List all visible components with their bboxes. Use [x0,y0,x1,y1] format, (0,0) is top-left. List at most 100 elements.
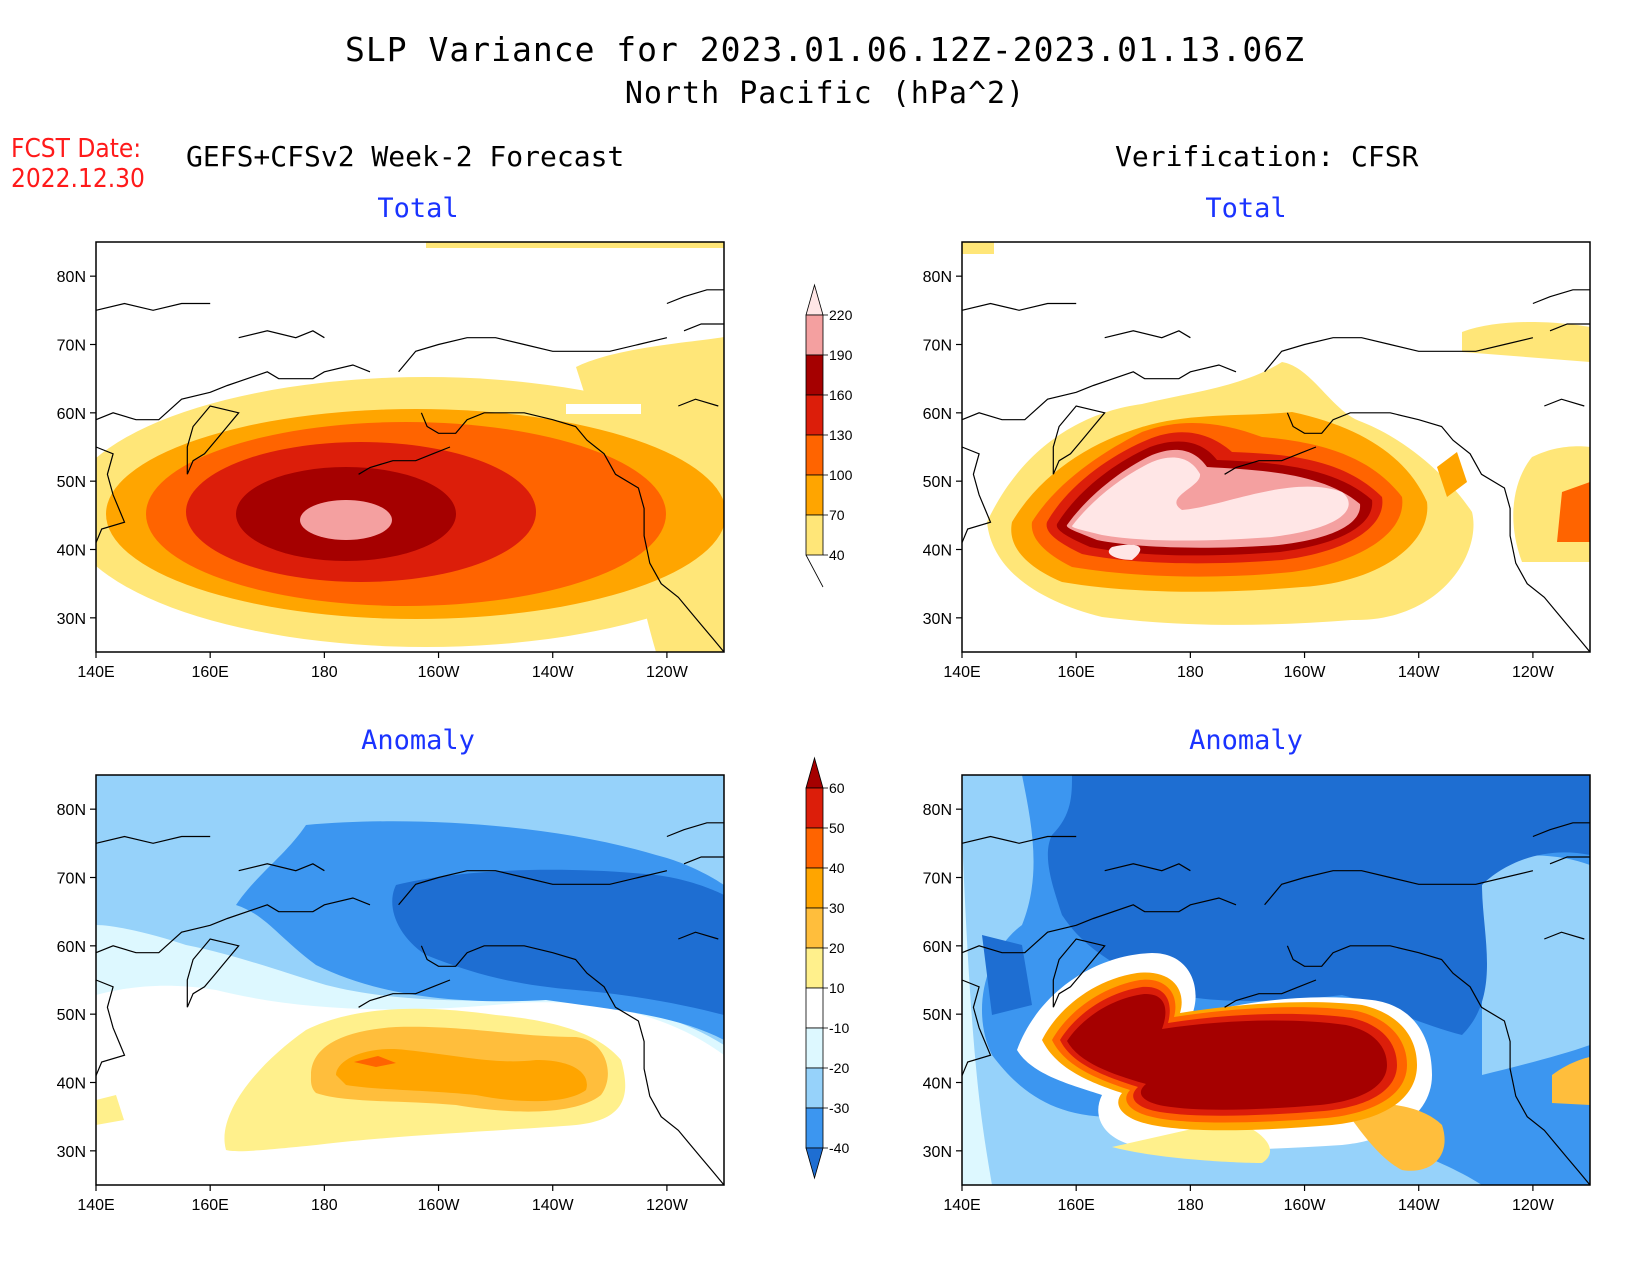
coastline [398,337,668,373]
lon-tick-label: 180 [311,1197,338,1214]
forecast-anomaly-map: 80N 70N 60N 50N 40N 30N 140E 160E 180 160W 140W 120… [57,774,725,1214]
lon-tick-label: 140E [943,664,980,681]
coastline [186,405,240,475]
coastline [1544,398,1585,407]
total-colorbar: 220 190 160 130 100 70 40 [805,283,853,588]
lon-tick-label: 180 [1177,664,1204,681]
lon-tick-label: 140W [532,1197,575,1214]
colorbar-swatch [805,434,824,476]
colorbar-swatch [805,1067,824,1109]
lon-tick-label: 140E [77,664,114,681]
lon-tick-label: 140W [1398,1197,1441,1214]
lon-tick-label: 120W [646,664,689,681]
lon-tick-label: 140W [1398,664,1441,681]
lat-tick-label: 70N [57,338,86,355]
colorbar-swatch [805,314,824,356]
lon-tick-label: 160E [1057,664,1094,681]
coastline [420,945,725,1186]
contour-fill [1342,1103,1445,1171]
forecast-total-title: Total [377,193,459,224]
colorbar-label: -10 [829,1020,849,1036]
coastline [1104,863,1191,872]
forecast-total-map: 80N 70N 60N 50N 40N 30N 140E 160E 180 160W 140W 120… [57,241,725,681]
coastline [1224,979,1317,1008]
lat-tick-label: 60N [923,939,952,956]
coastline [1532,289,1590,305]
lat-tick-label: 80N [57,269,86,286]
lon-tick-label: 140W [532,664,575,681]
lon-tick-label: 180 [1177,1197,1204,1214]
verification-anomaly-map: 80N 70N 60N 50N 40N 30N 140E 160E 180 160W 140W 120… [923,774,1591,1214]
contour-fill [354,1056,396,1067]
fcst-date-label: FCST Date: [11,134,142,164]
coastline [683,856,724,865]
coastline [961,302,1077,311]
lon-tick-label: 140E [943,1197,980,1214]
coastlines [961,822,1591,1186]
coastlines [95,822,725,1186]
coastline [95,446,126,543]
forecast-anomaly-title: Anomaly [361,725,475,756]
lon-tick-label: 140E [77,1197,114,1214]
contour-fill [426,242,724,248]
colorbar-label: 220 [829,307,853,323]
colorbar-swatch [805,354,824,396]
colorbar-swatch [805,474,824,516]
colorbar-swatch [805,987,824,1029]
colorbar-label: 10 [829,980,845,996]
colorbar-label: -40 [829,1140,849,1156]
verification-total-map: 80N 70N 60N 50N 40N 30N 140E 160E 180 160W 140W 120… [923,241,1591,681]
coastline [95,979,126,1076]
coastline [1286,945,1591,1186]
lon-tick-label: 160E [1057,1197,1094,1214]
lat-tick-label: 50N [57,1007,86,1024]
coastline [961,979,992,1076]
lat-tick-label: 40N [57,543,86,560]
colorbar-label: 30 [829,900,845,916]
coastline [1264,870,1534,906]
forecast-column-heading: GEFS+CFSv2 Week-2 Forecast [186,140,625,173]
verification-anomaly-title: Anomaly [1189,725,1303,756]
lon-tick-label: 180 [311,664,338,681]
lat-tick-label: 30N [923,1144,952,1161]
lat-tick-label: 30N [57,1144,86,1161]
colorbar-swatch [805,827,824,869]
contour-fill [300,500,392,540]
coastline [678,398,719,407]
coastline [238,330,325,339]
lat-tick-label: 40N [923,543,952,560]
colorbar-swatch [805,394,824,436]
chart-subtitle: North Pacific (hPa^2) [624,76,1026,111]
contour-fill [1557,482,1590,542]
coastline [1549,323,1590,332]
contour-fill [1552,1057,1590,1105]
coastline [666,289,724,305]
coastline [358,446,451,475]
lat-tick-label: 50N [923,1007,952,1024]
colorbar-label: 100 [829,467,853,483]
colorbar-arrow-top [805,756,824,789]
lat-tick-label: 60N [57,406,86,423]
lon-tick-label: 120W [1512,664,1555,681]
lon-tick-label: 160W [418,664,461,681]
contour-fill [1067,993,1387,1110]
fcst-date-value: 2022.12.30 [11,164,145,194]
contour-gap [566,404,641,414]
lon-tick-label: 160W [1284,1197,1327,1214]
lat-tick-label: 40N [923,1076,952,1093]
colorbar-label: -30 [829,1100,849,1116]
colorbar-arrow-bottom [805,1147,824,1180]
colorbar-label: 40 [829,547,845,563]
coastline [1544,931,1585,940]
coastlines [95,289,725,653]
colorbar-swatch [805,787,824,829]
lat-tick-label: 80N [923,269,952,286]
coastline [1224,446,1317,475]
lat-tick-label: 60N [57,939,86,956]
coastline [238,863,325,872]
colorbar-label: 160 [829,387,853,403]
coastline [95,897,371,954]
colorbar-swatch [805,907,824,949]
contour-fill [392,869,724,1015]
verification-column-heading: Verification: CFSR [1115,140,1419,173]
